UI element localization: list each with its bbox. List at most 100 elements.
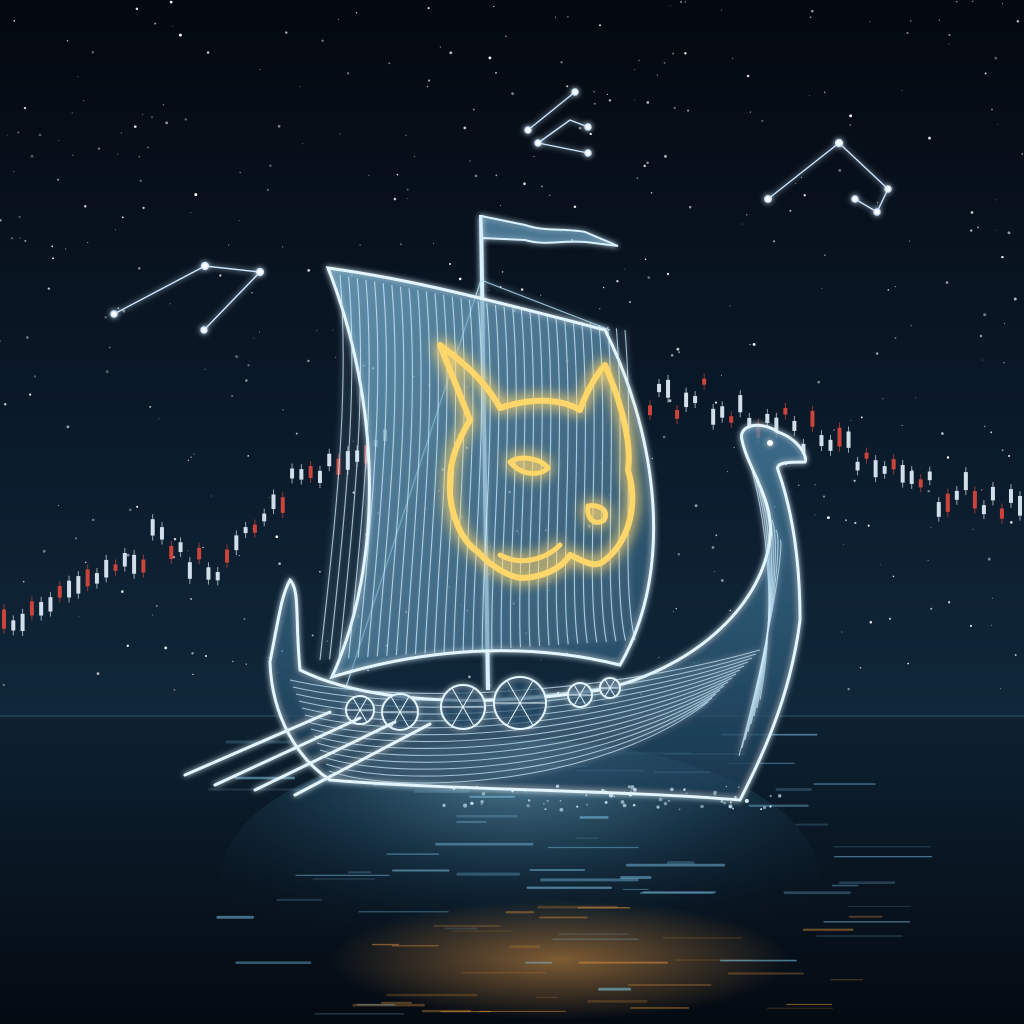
circuit-trace	[322, 693, 717, 770]
star	[169, 303, 171, 305]
star	[64, 248, 67, 250]
splash-droplet	[729, 801, 732, 804]
star	[162, 104, 165, 106]
star	[664, 154, 667, 158]
splash-droplet	[480, 803, 483, 806]
candle-body	[981, 505, 986, 515]
star	[501, 271, 504, 273]
star	[644, 258, 647, 261]
star	[154, 22, 157, 25]
circuit-trace	[581, 321, 588, 644]
star	[84, 561, 87, 564]
star	[677, 553, 681, 556]
star	[117, 153, 119, 155]
star	[295, 432, 298, 435]
star	[789, 209, 792, 212]
star	[662, 435, 666, 439]
star	[275, 535, 279, 539]
candle-body	[765, 413, 770, 423]
star	[948, 43, 950, 45]
star	[983, 313, 987, 317]
star	[19, 237, 21, 239]
circuit-trace	[755, 479, 770, 709]
candle-body	[693, 396, 698, 404]
star	[335, 356, 337, 358]
star	[599, 308, 601, 310]
star	[928, 136, 931, 140]
star	[105, 370, 109, 374]
star	[58, 139, 60, 142]
splash-droplet	[630, 785, 635, 789]
shield-spoke	[390, 696, 401, 713]
star	[488, 56, 492, 60]
star	[761, 119, 764, 123]
splash-droplet	[760, 808, 763, 811]
candle-body	[837, 427, 842, 447]
star	[104, 316, 107, 319]
star	[495, 174, 498, 177]
star	[393, 197, 397, 201]
star	[439, 46, 441, 48]
candle-body	[327, 453, 332, 467]
circuit-trace	[537, 313, 543, 647]
splash-droplet	[604, 800, 608, 804]
star	[616, 279, 619, 283]
shield-spoke	[359, 709, 368, 723]
star	[849, 114, 853, 118]
star	[406, 188, 409, 191]
candle-body	[67, 580, 72, 598]
splash-droplet	[524, 790, 527, 793]
star	[841, 631, 843, 633]
star	[875, 352, 879, 355]
star	[800, 176, 803, 178]
candle-body	[271, 494, 276, 510]
star	[1013, 297, 1017, 301]
candle-body	[783, 407, 788, 415]
circuit-trace	[424, 293, 439, 654]
circuit-trace	[481, 303, 491, 650]
star	[210, 495, 212, 497]
candle-body	[864, 452, 869, 459]
star	[165, 121, 169, 125]
star	[672, 52, 675, 55]
star	[277, 124, 281, 128]
star	[326, 640, 329, 642]
pennant-flag	[479, 214, 619, 247]
star	[126, 644, 129, 647]
candle-body	[1008, 489, 1013, 503]
star	[282, 409, 284, 411]
star	[684, 1, 686, 3]
star	[930, 526, 932, 528]
star	[629, 301, 631, 303]
star	[47, 287, 50, 290]
star	[66, 39, 69, 42]
star	[108, 346, 111, 349]
circuit-trace	[747, 509, 774, 733]
star	[251, 292, 253, 294]
star	[204, 654, 208, 658]
constellation-right	[764, 138, 892, 216]
candle-body	[243, 527, 248, 534]
star	[13, 20, 16, 22]
candle-body	[308, 465, 313, 478]
circuit-trace	[328, 701, 709, 784]
star	[578, 126, 582, 130]
splash-droplet	[608, 793, 614, 798]
star	[984, 72, 987, 75]
splash-droplet	[544, 808, 547, 811]
candle-body	[720, 406, 725, 418]
candle-body	[702, 378, 707, 385]
dragon-eye	[767, 440, 773, 446]
splash-droplet	[452, 786, 456, 790]
longship	[183, 214, 808, 802]
candle-body	[76, 576, 81, 594]
star	[850, 420, 852, 421]
star	[84, 205, 87, 208]
star	[969, 624, 973, 627]
star	[602, 286, 605, 289]
star	[992, 597, 994, 599]
candle-body	[85, 569, 90, 587]
splash-droplet	[585, 794, 588, 797]
star	[367, 669, 369, 672]
circuit-trace	[414, 291, 431, 654]
